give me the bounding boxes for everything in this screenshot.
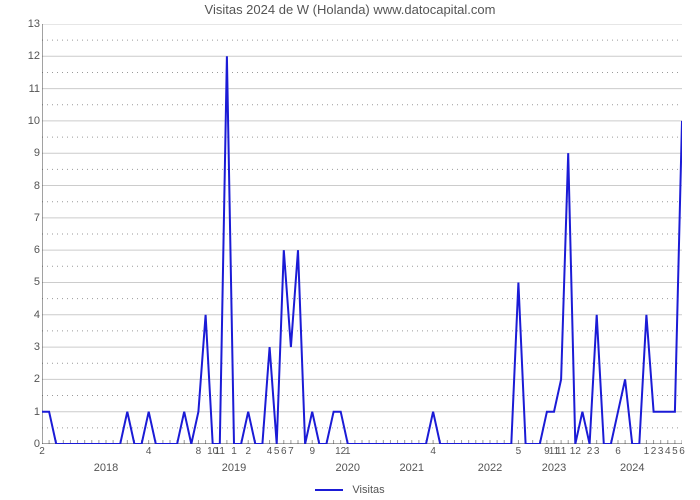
y-tick-label: 10 (10, 115, 40, 127)
x-month-label: 6 (281, 446, 287, 457)
x-month-label: 8 (196, 446, 202, 457)
y-tick-label: 5 (10, 276, 40, 288)
x-month-label: 12 (570, 446, 581, 457)
x-month-label: 7 (288, 446, 294, 457)
y-tick-label: 2 (10, 373, 40, 385)
x-month-label: 5 (516, 446, 522, 457)
x-month-label: 4 (665, 446, 671, 457)
x-month-label: 2 (39, 446, 45, 457)
x-month-label: 2 (245, 446, 251, 457)
x-year-label: 2022 (478, 462, 502, 474)
y-tick-label: 4 (10, 309, 40, 321)
x-month-label: 3 (594, 446, 600, 457)
x-year-label: 2020 (336, 462, 360, 474)
x-month-label: 2 (587, 446, 593, 457)
y-tick-label: 12 (10, 50, 40, 62)
x-year-label: 2024 (620, 462, 644, 474)
x-year-label: 2021 (400, 462, 424, 474)
y-tick-label: 6 (10, 244, 40, 256)
chart-container: { "chart": { "type": "line", "title": "V… (0, 0, 700, 500)
x-month-label: 1 (231, 446, 237, 457)
x-month-label: 6 (615, 446, 621, 457)
y-tick-label: 7 (10, 212, 40, 224)
y-tick-label: 8 (10, 180, 40, 192)
y-tick-label: 1 (10, 406, 40, 418)
y-tick-label: 13 (10, 18, 40, 30)
legend: Visitas (0, 484, 700, 496)
legend-label: Visitas (352, 484, 384, 496)
x-year-label: 2019 (222, 462, 246, 474)
x-month-label: 4 (267, 446, 273, 457)
x-month-label: 6 (679, 446, 685, 457)
x-month-label: 9 (309, 446, 315, 457)
x-month-label: 5 (274, 446, 280, 457)
y-tick-label: 11 (10, 83, 40, 95)
legend-swatch (315, 489, 343, 491)
x-month-label: 4 (146, 446, 152, 457)
x-month-label: 4 (430, 446, 436, 457)
chart-svg (42, 24, 682, 444)
plot-area (42, 24, 682, 444)
x-year-label: 2023 (542, 462, 566, 474)
y-tick-label: 3 (10, 341, 40, 353)
y-tick-label: 0 (10, 438, 40, 450)
x-year-label: 2018 (94, 462, 118, 474)
x-month-label: 11 (215, 446, 225, 457)
y-tick-label: 9 (10, 147, 40, 159)
x-month-label: 5 (672, 446, 678, 457)
x-month-label: 11 (556, 446, 566, 457)
x-month-label: 2 (651, 446, 657, 457)
x-month-label: 1 (345, 446, 351, 457)
x-month-label: 3 (658, 446, 664, 457)
x-month-label: 1 (644, 446, 650, 457)
chart-title: Visitas 2024 de W (Holanda) www.datocapi… (0, 2, 700, 17)
